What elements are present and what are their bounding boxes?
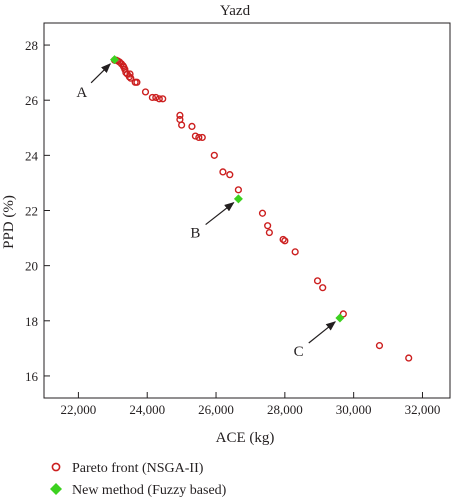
y-tick-label: 22 [25,204,38,219]
fuzzy-point [335,313,345,323]
fuzzy-point [110,55,120,65]
callout-label: B [190,226,200,242]
x-tick-label: 28,000 [267,402,303,417]
pareto-point [188,122,196,131]
legend: Pareto front (NSGA-II) New method (Fuzzy… [50,461,227,498]
pareto-point [141,88,150,96]
x-tick-label: 30,000 [336,402,372,417]
y-tick-label: 20 [25,259,38,274]
pareto-point [405,354,413,362]
fuzzy-series [110,55,345,323]
pareto-point [313,277,322,285]
pareto-point [191,132,199,140]
x-tick-label: 24,000 [129,402,165,417]
y-tick-label: 16 [25,369,39,384]
legend-label-fuzzy: New method (Fuzzy based) [72,483,227,498]
pareto-point [339,310,347,318]
pareto-point [234,186,242,194]
callout-label: C [294,344,304,360]
legend-marker-fuzzy [50,483,62,495]
pareto-point [133,78,141,86]
x-tick-label: 22,000 [61,402,97,417]
pareto-point [176,111,184,119]
pareto-point [279,235,287,244]
callout-arrow [205,201,235,226]
pareto-point [152,93,160,102]
pareto-point [178,121,186,129]
y-axis: 16 18 20 22 24 26 28 [25,38,50,384]
pareto-point [122,69,130,77]
x-axis-label: ACE (kg) [216,430,275,446]
pareto-point [195,133,203,142]
pareto-point [265,228,273,237]
pareto-point [319,284,327,292]
pareto-point [375,342,384,350]
pareto-point [291,248,299,256]
pareto-point [226,171,234,179]
x-axis: 22,000 24,000 26,000 28,000 30,000 32,000 [61,392,441,417]
pareto-point [219,168,227,176]
pareto-point [264,222,272,230]
pareto-point [127,74,135,82]
y-tick-label: 24 [25,148,39,163]
pareto-point [125,73,133,81]
x-tick-label: 26,000 [198,402,234,417]
callout-label: A [76,85,87,101]
pareto-point [148,93,156,102]
legend-marker-pareto [51,462,61,472]
pareto-point [258,209,267,217]
callouts: A B C [76,63,336,360]
y-tick-label: 28 [25,38,38,53]
pareto-point [198,133,206,142]
x-tick-label: 32,000 [405,402,441,417]
callout-arrow [308,321,336,344]
pareto-series [110,56,413,362]
plot-frame [43,22,451,399]
chart-title: Yazd [220,3,251,19]
y-axis-label: PPD (%) [1,195,17,249]
pareto-point [155,95,163,103]
fuzzy-point [233,194,243,204]
pareto-point [210,151,218,159]
callout-arrow [90,63,111,84]
y-tick-label: 18 [25,314,38,329]
pareto-point [281,237,289,245]
y-tick-label: 26 [25,93,39,108]
pareto-point [159,95,167,103]
legend-label-pareto: Pareto front (NSGA-II) [72,461,204,476]
